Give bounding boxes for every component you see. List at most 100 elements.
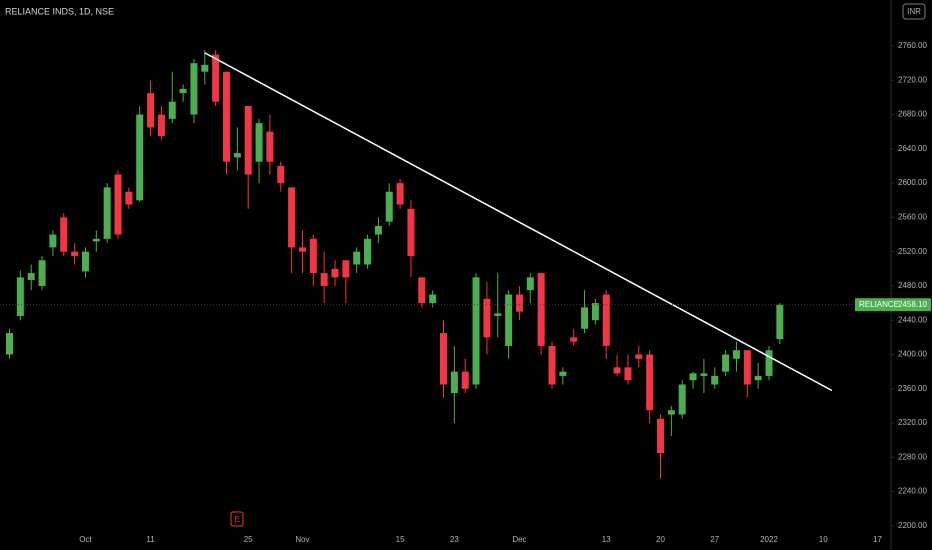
x-tick-label: 2022 xyxy=(760,535,778,544)
y-tick-label: 2200.00 xyxy=(898,521,927,530)
candle-body xyxy=(776,304,784,340)
candle-body xyxy=(754,375,762,381)
candle-body xyxy=(732,350,740,359)
y-tick-label: 2320.00 xyxy=(898,418,927,427)
candle-body xyxy=(255,123,263,162)
y-tick-label: 2560.00 xyxy=(898,213,927,222)
candle-body xyxy=(559,371,567,376)
last-price-label: 2458.10 xyxy=(898,300,927,309)
y-tick-label: 2360.00 xyxy=(898,384,927,393)
candle-body xyxy=(27,273,35,280)
y-tick-label: 2480.00 xyxy=(898,281,927,290)
x-tick-label: Oct xyxy=(79,535,92,544)
candle-body xyxy=(624,367,632,381)
x-tick-label: 23 xyxy=(450,535,459,544)
candle-body xyxy=(407,208,415,256)
currency-label: INR xyxy=(907,7,921,16)
candle-body xyxy=(136,114,144,201)
y-tick-label: 2400.00 xyxy=(898,350,927,359)
y-tick-label: 2760.00 xyxy=(898,41,927,50)
candle-body xyxy=(678,384,686,415)
candle-body xyxy=(591,303,599,321)
y-tick-label: 2720.00 xyxy=(898,75,927,84)
last-price-name: RELIANCE xyxy=(859,300,899,309)
candle-body xyxy=(689,373,697,381)
candle-body xyxy=(331,268,339,278)
candle-body xyxy=(396,183,404,205)
candle-body xyxy=(526,277,534,291)
candle-body xyxy=(223,71,230,162)
chart-title: RELIANCE INDS, 1D, NSE xyxy=(5,6,114,16)
candle-body xyxy=(602,294,610,346)
candle-body xyxy=(440,333,447,385)
candle-body xyxy=(635,354,643,359)
candle-body xyxy=(233,153,241,158)
candle-body xyxy=(429,294,437,304)
candle-body xyxy=(722,354,730,372)
candle-body xyxy=(81,251,89,272)
y-tick-label: 2240.00 xyxy=(898,487,927,496)
candle-body xyxy=(212,54,220,102)
candle-body xyxy=(168,101,176,119)
candle-body xyxy=(700,373,708,376)
candle-body xyxy=(353,251,361,265)
earnings-label: E xyxy=(234,515,239,524)
y-tick-label: 2640.00 xyxy=(898,144,927,153)
candle-body xyxy=(277,165,285,184)
candle-body xyxy=(548,345,556,385)
candle-body xyxy=(374,225,382,235)
x-tick-label: 13 xyxy=(602,535,611,544)
trendline xyxy=(204,52,833,392)
candle-body xyxy=(743,350,751,385)
candle-body xyxy=(38,260,46,286)
x-tick-label: 10 xyxy=(819,535,828,544)
x-tick-label: Dec xyxy=(512,535,526,544)
candle-body xyxy=(298,247,306,252)
candle-body xyxy=(201,64,209,72)
candle-body xyxy=(125,191,133,205)
candle-body xyxy=(190,63,198,115)
candle-body xyxy=(179,88,187,94)
candle-body xyxy=(537,273,545,346)
candle-body xyxy=(244,106,252,175)
x-tick-label: 27 xyxy=(710,535,719,544)
candle-body xyxy=(6,333,13,355)
candle-body xyxy=(711,375,719,385)
candle-body xyxy=(60,217,68,252)
last-price-badge xyxy=(855,298,931,312)
candle-body xyxy=(461,371,469,389)
x-tick-label: 20 xyxy=(656,535,665,544)
candle-body xyxy=(309,238,317,274)
earnings-marker[interactable] xyxy=(230,511,244,527)
candle-body xyxy=(114,174,122,235)
candle-body xyxy=(288,187,296,248)
candle-body xyxy=(364,238,372,265)
candle-body xyxy=(320,273,328,286)
candle-body xyxy=(646,354,654,411)
y-tick-label: 2600.00 xyxy=(898,178,927,187)
candle-body xyxy=(103,187,111,239)
candle-body xyxy=(667,410,675,415)
candle-body xyxy=(157,114,165,136)
candle-body xyxy=(418,277,426,304)
y-tick-label: 2680.00 xyxy=(898,110,927,119)
x-tick-label: 11 xyxy=(146,535,155,544)
candle-body xyxy=(92,238,100,242)
candle-body xyxy=(657,418,664,454)
candle-body xyxy=(385,191,393,222)
candle-body xyxy=(613,367,621,374)
candle-body xyxy=(472,277,480,385)
candle-body xyxy=(765,350,773,376)
currency-badge[interactable] xyxy=(902,3,926,20)
candle-body xyxy=(450,371,458,394)
candle-body xyxy=(483,298,491,338)
candle-body xyxy=(581,307,589,329)
x-tick-label: Nov xyxy=(295,535,309,544)
candle-body xyxy=(494,313,502,316)
y-tick-label: 2520.00 xyxy=(898,247,927,256)
x-tick-label: 15 xyxy=(396,535,405,544)
candle-body xyxy=(570,337,578,342)
candle-body xyxy=(505,294,513,346)
